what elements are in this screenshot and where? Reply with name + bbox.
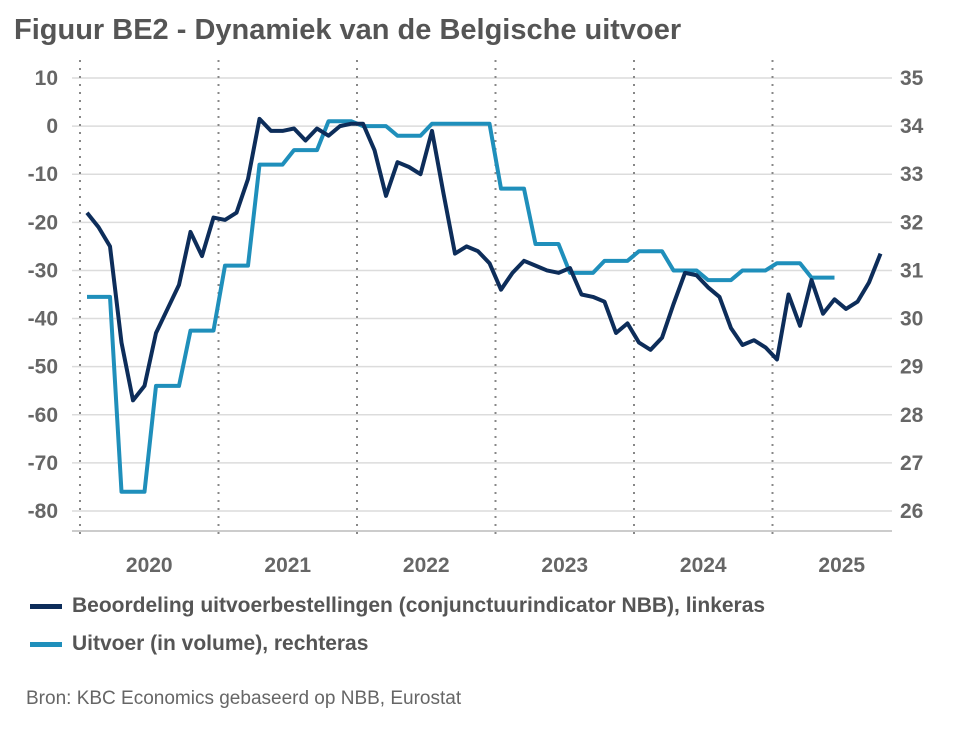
right-tick-label: 30 (900, 308, 923, 331)
legend-item-exports: Uitvoer (in volume), rechteras (30, 632, 368, 656)
right-tick-label: 35 (900, 67, 924, 90)
x-tick-label: 2020 (126, 554, 173, 577)
chart-area: 10 35 0 34 -10 33 -20 32 -30 31 -40 30 -50 29 -60 28 -70… (28, 60, 924, 577)
series-line-exports (87, 119, 835, 494)
x-tick-label: 2022 (403, 554, 450, 577)
chart-title: Figuur BE2 - Dynamiek van de Belgische u… (14, 14, 682, 46)
left-tick-label: -30 (28, 259, 58, 282)
left-tick-label: -80 (28, 500, 58, 523)
legend-label: Beoordeling uitvoerbestellingen (conjunc… (72, 594, 766, 617)
x-tick-label: 2023 (541, 554, 588, 577)
left-tick-label: -40 (28, 308, 58, 331)
left-tick-label: -50 (28, 356, 58, 379)
series-line-orders (85, 116, 883, 403)
x-tick-label: 2021 (264, 554, 311, 577)
legend-swatch (30, 603, 62, 609)
source-note: Bron: KBC Economics gebaseerd op NBB, Eu… (26, 688, 462, 709)
right-tick-label: 31 (900, 259, 924, 282)
x-tick-label: 2025 (818, 554, 865, 577)
left-tick-label: -20 (28, 211, 58, 234)
right-tick-label: 34 (900, 115, 924, 138)
left-tick-label: 10 (35, 67, 58, 90)
left-tick-label: 0 (46, 115, 58, 138)
left-tick-label: -70 (28, 452, 58, 475)
right-tick-label: 26 (900, 500, 923, 523)
left-tick-label: -60 (28, 404, 58, 427)
left-tick-label: -10 (28, 163, 58, 186)
right-tick-label: 29 (900, 356, 923, 379)
right-tick-label: 27 (900, 452, 923, 475)
right-tick-label: 33 (900, 163, 923, 186)
legend-item-orders: Beoordeling uitvoerbestellingen (conjunc… (30, 594, 765, 618)
legend-label: Uitvoer (in volume), rechteras (72, 632, 369, 655)
legend-swatch (30, 641, 62, 647)
x-tick-label: 2024 (680, 554, 727, 577)
right-tick-label: 32 (900, 211, 923, 234)
right-tick-label: 28 (900, 404, 924, 427)
